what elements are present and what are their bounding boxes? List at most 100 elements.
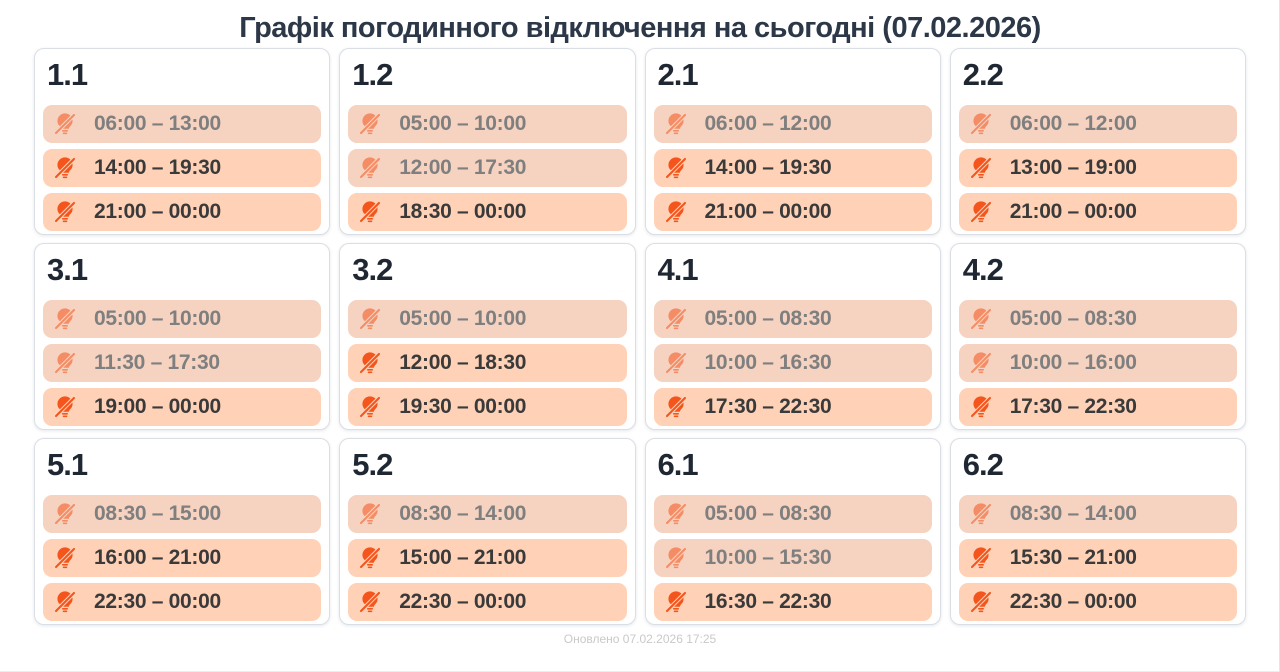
outage-interval-row: 10:00 – 16:30 [653,343,932,382]
lightbulb-slash-icon [357,306,383,332]
outage-interval-row: 05:00 – 10:00 [43,299,322,338]
outage-interval-row: 21:00 – 00:00 [653,192,932,231]
outage-time-range: 19:00 – 00:00 [94,394,221,418]
lightbulb-slash-icon [663,111,689,137]
group-card: 3.1 05:00 – 10:00 [34,243,331,430]
outage-time-range: 21:00 – 00:00 [94,199,221,223]
outage-interval-row: 12:00 – 18:30 [348,343,627,382]
outage-interval-row: 22:30 – 00:00 [348,582,627,621]
group-card: 4.1 05:00 – 08:30 [644,243,941,430]
outage-interval-row: 21:00 – 00:00 [958,192,1237,231]
outage-time-range: 17:30 – 22:30 [704,394,832,418]
outage-interval-row: 05:00 – 08:30 [958,299,1237,338]
group-title: 6.1 [657,447,699,482]
outage-time-range: 13:00 – 19:00 [1009,155,1137,179]
outage-time-range: 14:00 – 19:30 [704,155,832,179]
group-card: 2.2 06:00 – 12:00 [949,48,1246,235]
outage-time-range: 10:00 – 16:00 [1009,350,1137,374]
lightbulb-slash-icon [968,111,994,137]
outage-interval-row: 15:30 – 21:00 [958,538,1237,577]
group-card: 6.1 05:00 – 08:30 [644,438,941,625]
lightbulb-slash-icon [968,155,994,181]
outage-interval-row: 15:00 – 21:00 [348,538,627,577]
outage-time-range: 05:00 – 08:30 [704,501,832,525]
outage-time-range: 05:00 – 08:30 [704,306,832,330]
outage-time-range: 22:30 – 00:00 [1009,589,1137,613]
lightbulb-slash-icon [968,350,994,376]
outage-interval-row: 21:00 – 00:00 [43,192,322,231]
outage-time-range: 05:00 – 10:00 [399,111,527,135]
lightbulb-slash-icon [357,199,383,225]
outage-time-range: 15:00 – 21:00 [399,545,527,569]
outage-interval-row: 14:00 – 19:30 [43,148,322,187]
outage-interval-row: 08:30 – 14:00 [958,494,1237,533]
group-title: 5.2 [352,447,393,482]
group-title: 1.2 [352,57,393,92]
outage-time-range: 06:00 – 12:00 [1009,111,1137,135]
lightbulb-slash-icon [968,589,994,615]
group-title: 5.1 [47,447,88,482]
group-card: 6.2 08:30 – 14:00 [949,438,1246,625]
group-card: 4.2 05:00 – 08:30 [949,243,1246,430]
group-card: 1.2 05:00 – 10:00 [339,48,636,235]
outage-time-range: 22:30 – 00:00 [399,589,527,613]
lightbulb-slash-icon [663,545,689,571]
lightbulb-slash-icon [968,394,994,420]
outage-time-range: 14:00 – 19:30 [94,155,221,179]
outage-time-range: 22:30 – 00:00 [94,589,221,613]
outage-time-range: 16:00 – 21:00 [94,545,221,569]
lightbulb-slash-icon [52,111,78,137]
group-card: 2.1 06:00 – 12:00 [644,48,941,235]
group-title: 3.2 [352,252,393,287]
group-card: 5.2 08:30 – 14:00 [339,438,636,625]
lightbulb-slash-icon [52,545,78,571]
group-title: 4.2 [962,252,1004,287]
outage-time-range: 05:00 – 08:30 [1009,306,1137,330]
outage-time-range: 19:30 – 00:00 [399,394,527,418]
lightbulb-slash-icon [357,350,383,376]
lightbulb-slash-icon [52,199,78,225]
lightbulb-slash-icon [357,111,383,137]
outage-interval-row: 06:00 – 12:00 [653,104,932,143]
outage-interval-row: 17:30 – 22:30 [958,387,1237,426]
lightbulb-slash-icon [357,545,383,571]
lightbulb-slash-icon [663,589,689,615]
page-title: Графік погодинного відключення на сьогод… [239,12,1041,44]
lightbulb-slash-icon [357,501,383,527]
lightbulb-slash-icon [357,155,383,181]
outage-interval-row: 06:00 – 13:00 [43,104,322,143]
outage-time-range: 08:30 – 15:00 [94,501,221,525]
lightbulb-slash-icon [357,589,383,615]
outage-time-range: 05:00 – 10:00 [399,306,527,330]
outage-interval-row: 22:30 – 00:00 [43,582,322,621]
group-card: 1.1 06:00 – 13:00 [34,48,331,235]
outage-interval-row: 22:30 – 00:00 [958,582,1237,621]
outage-interval-row: 19:00 – 00:00 [43,387,322,426]
lightbulb-slash-icon [663,155,689,181]
outage-interval-row: 18:30 – 00:00 [348,192,627,231]
outage-interval-row: 10:00 – 15:30 [653,538,932,577]
outage-time-range: 21:00 – 00:00 [1009,199,1137,223]
outage-interval-row: 05:00 – 10:00 [348,299,627,338]
group-title: 2.2 [962,57,1004,92]
lightbulb-slash-icon [968,199,994,225]
lightbulb-slash-icon [52,501,78,527]
lightbulb-slash-icon [52,394,78,420]
outage-time-range: 10:00 – 15:30 [704,545,832,569]
group-title: 4.1 [657,252,699,287]
lightbulb-slash-icon [968,306,994,332]
outage-time-range: 12:00 – 17:30 [399,155,527,179]
outage-time-range: 06:00 – 13:00 [94,111,221,135]
outage-interval-row: 05:00 – 08:30 [653,299,932,338]
outage-interval-row: 06:00 – 12:00 [958,104,1237,143]
lightbulb-slash-icon [968,501,994,527]
lightbulb-slash-icon [52,155,78,181]
outage-interval-row: 14:00 – 19:30 [653,148,932,187]
outage-time-range: 18:30 – 00:00 [399,199,527,223]
outage-time-range: 12:00 – 18:30 [399,350,527,374]
updated-timestamp: Оновлено 07.02.2026 17:25 [563,632,717,646]
lightbulb-slash-icon [663,501,689,527]
outage-interval-row: 10:00 – 16:00 [958,343,1237,382]
outage-interval-row: 12:00 – 17:30 [348,148,627,187]
outage-interval-row: 16:00 – 21:00 [43,538,322,577]
